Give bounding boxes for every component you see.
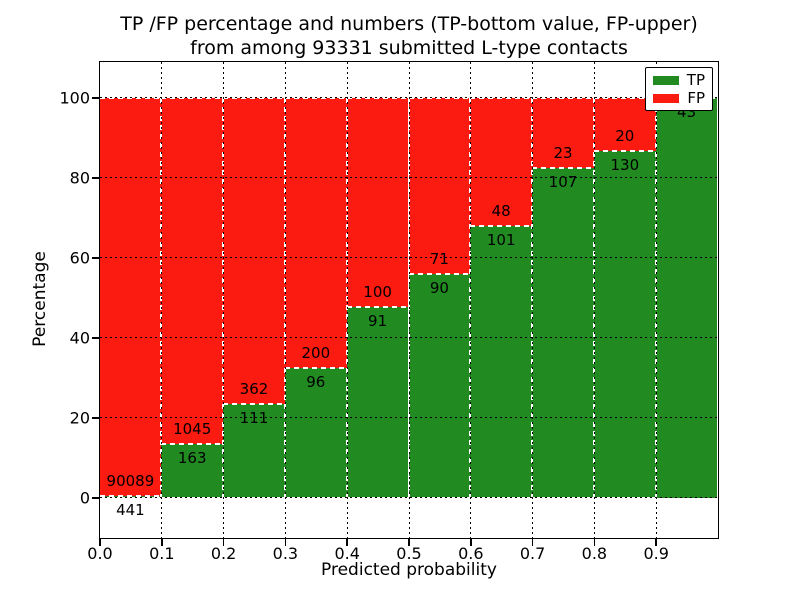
x-tick xyxy=(408,538,410,546)
bar-fp-segment xyxy=(161,97,224,444)
fp-color-swatch xyxy=(653,93,679,103)
x-tick xyxy=(99,538,101,546)
y-tick xyxy=(92,177,100,179)
gridline-v-0.6 xyxy=(470,61,472,538)
y-tick-label: 80 xyxy=(69,168,90,188)
y-tick xyxy=(92,257,100,259)
bar-tp-segment xyxy=(408,273,471,498)
tp-fp-boundary-edge xyxy=(99,494,162,497)
tp-fp-boundary-edge xyxy=(223,402,285,405)
fp-count-label: 90089 xyxy=(106,471,155,490)
legend-item-tp: TP xyxy=(653,72,705,88)
x-tick-label: 0.7 xyxy=(519,544,546,563)
y-tick-label: 0 xyxy=(79,488,90,508)
fp-count-label: 48 xyxy=(491,202,511,221)
bar-fp-segment xyxy=(408,97,471,274)
tp-color-swatch xyxy=(653,75,679,85)
tp-fp-boundary-edge xyxy=(408,272,471,275)
x-tick-label: 0.8 xyxy=(581,544,608,563)
x-tick xyxy=(531,538,534,546)
y-tick-label: 60 xyxy=(69,248,90,268)
tp-fp-boundary-edge xyxy=(593,149,656,152)
gridline-v-0.7 xyxy=(532,61,534,538)
y-tick xyxy=(92,97,100,99)
tp-fp-boundary-edge xyxy=(284,366,347,369)
y-tick-label: 40 xyxy=(69,328,90,348)
bar-tp-segment xyxy=(223,403,285,498)
x-tick-label: 0.9 xyxy=(643,544,669,563)
x-tick xyxy=(161,538,163,546)
bar-fp-segment xyxy=(532,97,594,169)
tp-count-label: 107 xyxy=(548,173,578,192)
chart-title: TP /FP percentage and numbers (TP-bottom… xyxy=(100,12,718,60)
bar-fp-segment xyxy=(470,97,533,227)
x-tick xyxy=(346,538,348,546)
tp-fp-boundary-edge xyxy=(161,442,224,445)
x-tick-label: 0.4 xyxy=(334,544,360,563)
x-tick xyxy=(470,538,472,546)
gridline-v-0.2 xyxy=(223,61,225,538)
bar-tp-segment xyxy=(655,97,718,498)
legend: TP FP xyxy=(645,67,713,111)
bar-tp-segment xyxy=(161,443,224,498)
gridline-v-0.9 xyxy=(655,61,657,538)
fp-count-label: 1045 xyxy=(173,419,212,438)
tp-count-label: 130 xyxy=(610,155,640,174)
tp-fp-boundary-edge xyxy=(470,225,533,228)
bar-fp-segment xyxy=(99,97,162,496)
fp-count-label: 362 xyxy=(239,379,269,398)
bar-tp-segment xyxy=(470,226,533,498)
tp-count-label: 91 xyxy=(368,311,388,330)
y-tick-label: 100 xyxy=(59,88,90,108)
x-tick-label: 0.5 xyxy=(396,544,422,563)
tp-count-label: 101 xyxy=(486,231,516,250)
plot-area: 90089 441 1045 163 362 111 200 96 100 91 71 90 48 101… xyxy=(98,60,719,539)
chart-title-line2: from among 93331 submitted L-type contac… xyxy=(190,37,628,59)
x-tick xyxy=(284,538,287,546)
fp-count-label: 71 xyxy=(429,249,449,268)
fp-count-label: 100 xyxy=(363,282,392,301)
x-tick-label: 0.0 xyxy=(87,544,113,563)
bar-tp-segment xyxy=(284,367,347,498)
tp-fp-boundary-edge xyxy=(346,305,409,308)
bar-fp-segment xyxy=(223,97,285,404)
tp-count-label: 111 xyxy=(239,408,269,427)
fp-count-label: 200 xyxy=(301,343,331,362)
tp-count-label: 163 xyxy=(177,448,207,467)
gridline-v-0.8 xyxy=(593,61,595,538)
tp-fp-boundary-edge xyxy=(532,167,594,170)
y-tick xyxy=(92,417,100,419)
bar-tp-segment xyxy=(346,306,409,498)
legend-label-tp: TP xyxy=(686,71,705,89)
bar-fp-segment xyxy=(284,97,347,368)
gridline-v-0.4 xyxy=(346,61,348,538)
x-tick-label: 0.6 xyxy=(458,544,484,563)
gridline-v-0.3 xyxy=(284,61,286,538)
y-tick xyxy=(92,497,100,499)
chart-title-line1: TP /FP percentage and numbers (TP-bottom… xyxy=(120,13,698,35)
y-tick xyxy=(92,337,100,339)
legend-item-fp: FP xyxy=(653,90,705,106)
x-axis-label: Predicted probability xyxy=(321,560,497,580)
x-tick-label: 0.1 xyxy=(149,544,175,563)
fp-count-label: 23 xyxy=(553,144,573,163)
x-tick xyxy=(593,538,596,546)
bar-tp-segment xyxy=(593,150,656,498)
x-tick xyxy=(655,538,657,546)
gridline-v-0.5 xyxy=(408,61,410,538)
y-tick-label: 20 xyxy=(69,408,90,428)
tp-count-label: 441 xyxy=(116,500,145,519)
x-tick-label: 0.2 xyxy=(210,544,237,563)
legend-label-fp: FP xyxy=(687,89,705,107)
tp-count-label: 96 xyxy=(306,372,326,391)
gridline-v-0.1 xyxy=(161,61,163,538)
x-tick-label: 0.3 xyxy=(272,544,299,563)
bar-tp-segment xyxy=(532,168,594,498)
bar-fp-segment xyxy=(346,97,409,307)
x-tick xyxy=(222,538,225,546)
tp-count-label: 90 xyxy=(429,278,449,297)
fp-count-label: 20 xyxy=(615,126,635,145)
